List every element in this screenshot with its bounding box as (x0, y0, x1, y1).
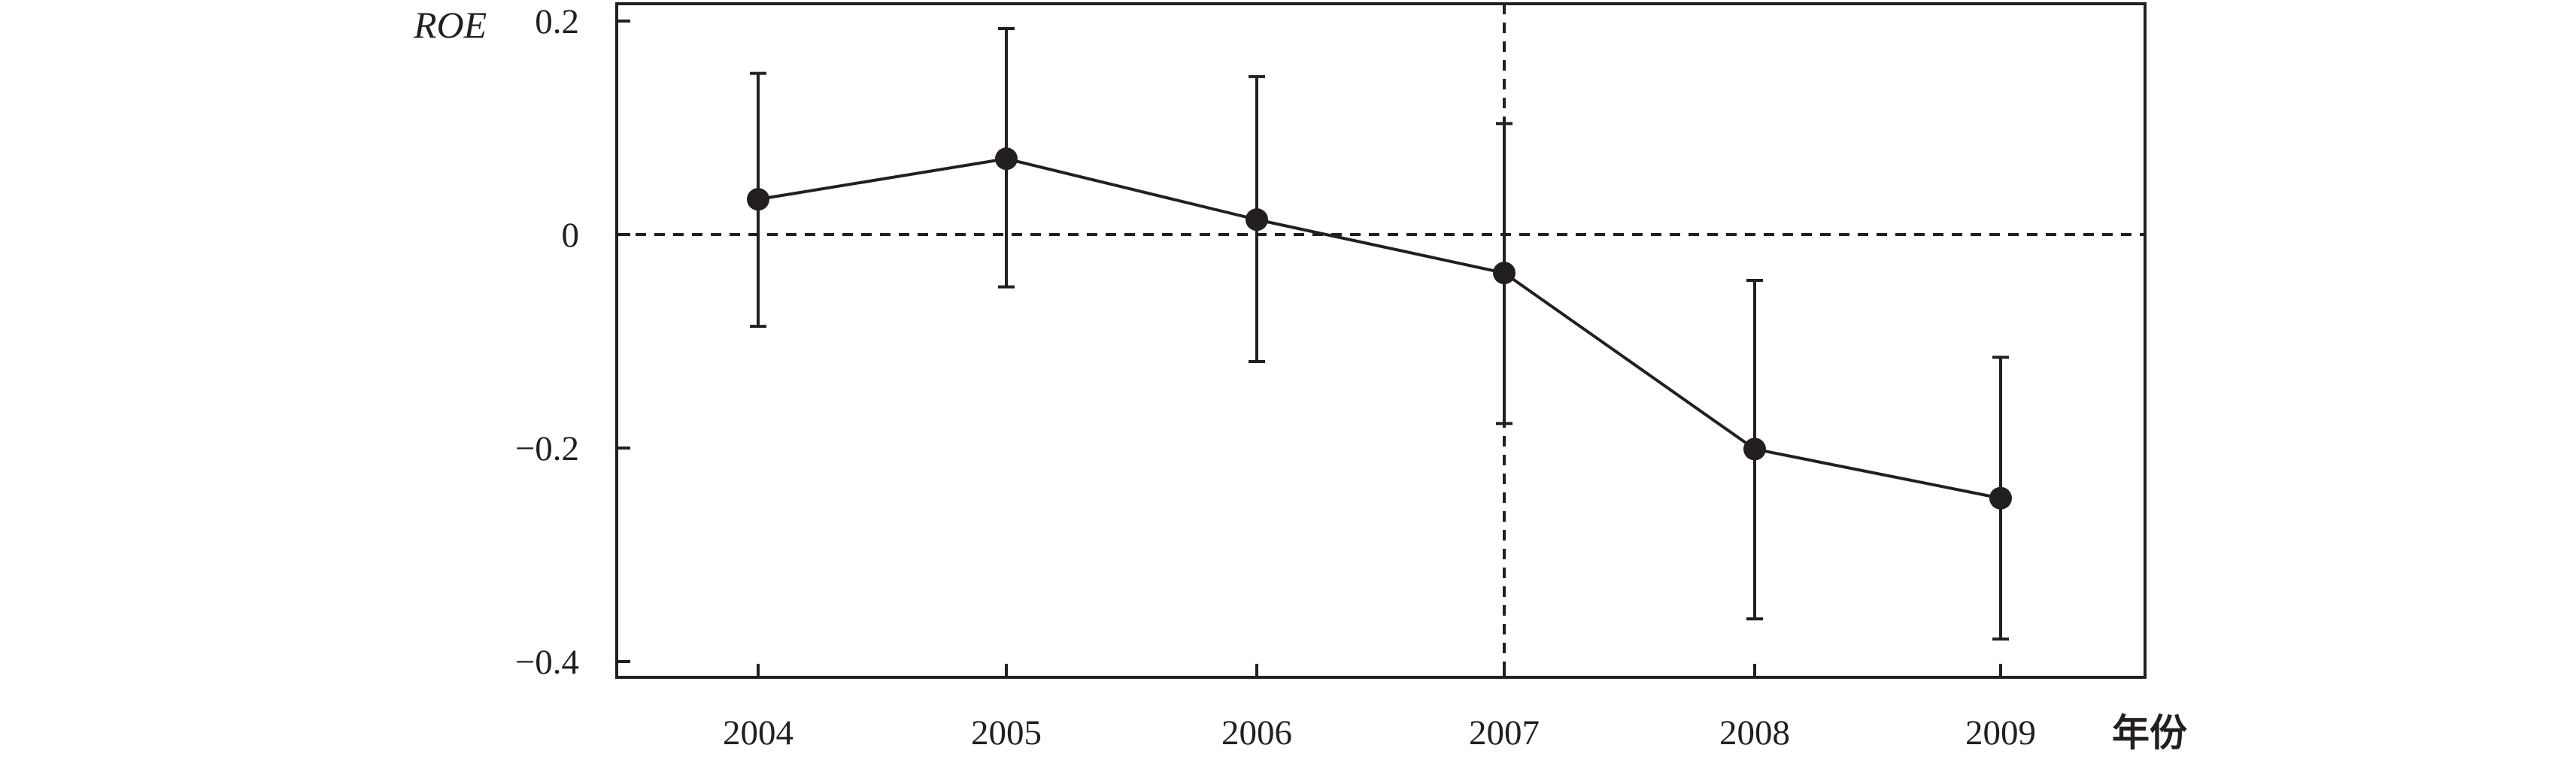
x-tick-label: 2009 (1965, 713, 2036, 752)
y-tick-label: 0 (562, 216, 580, 255)
x-tick-label: 2007 (1469, 713, 1540, 752)
y-tick-label: −0.2 (515, 429, 579, 468)
x-tick-label: 2005 (971, 713, 1042, 752)
y-tick-label: −0.4 (515, 643, 579, 682)
data-point (1989, 486, 2012, 510)
plot-frame (615, 2, 2147, 679)
y-tick-label: 0.2 (535, 2, 579, 41)
series-polyline (757, 157, 2001, 500)
x-axis-title: 年份 (2112, 711, 2187, 755)
y-axis-title: ROE (413, 4, 487, 46)
x-tick-label: 2004 (723, 713, 793, 752)
series-line (757, 157, 2001, 500)
y-axis: 0.2 0 −0.2 −0.4 (515, 2, 630, 682)
data-point (1246, 208, 1268, 232)
data-point (1743, 438, 1766, 461)
data-point (747, 188, 769, 211)
x-tick-label: 2006 (1221, 713, 1292, 752)
data-points (747, 147, 2012, 510)
reference-lines (617, 4, 2145, 677)
x-tick-label: 2008 (1719, 713, 1790, 752)
data-point (1493, 262, 1516, 285)
error-bars (750, 26, 2009, 641)
x-axis: 2004 2005 2006 2007 2008 2009 (723, 664, 2036, 752)
data-point (995, 147, 1018, 171)
